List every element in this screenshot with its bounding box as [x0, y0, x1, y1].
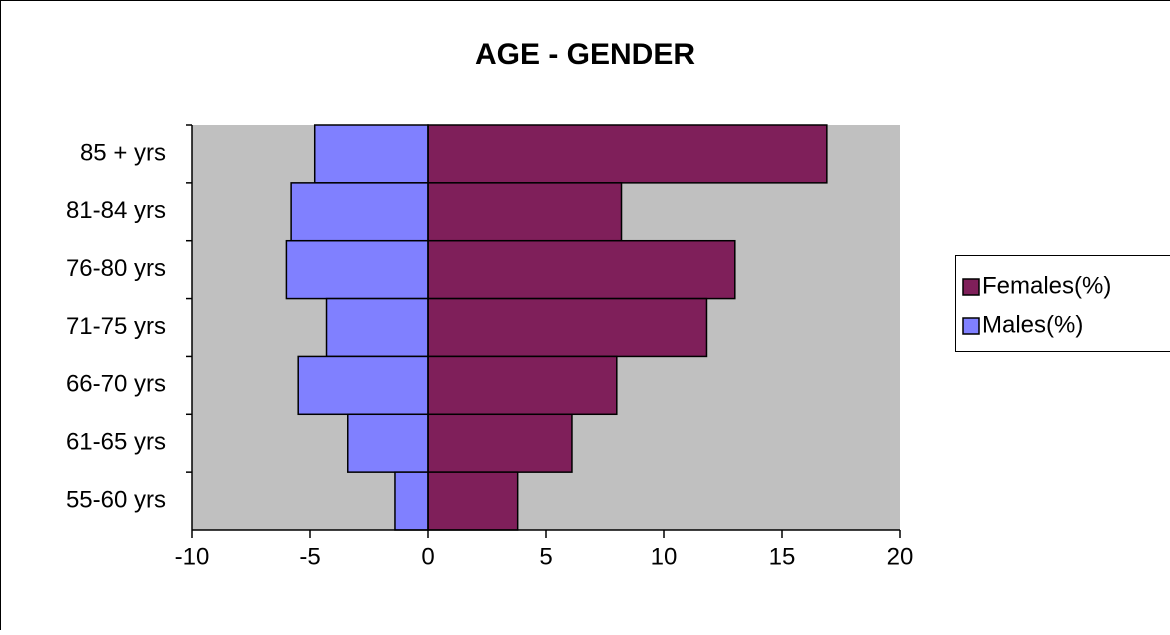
bar: [315, 125, 428, 183]
bar: [428, 472, 518, 530]
y-tick-label: 55-60 yrs: [66, 486, 166, 513]
bar: [395, 472, 428, 530]
bar: [428, 125, 827, 183]
x-tick-label: 5: [539, 543, 552, 570]
bar: [327, 299, 428, 357]
bar: [428, 241, 735, 299]
bar: [428, 183, 622, 241]
bar: [348, 414, 428, 472]
x-tick-label: 15: [769, 543, 796, 570]
x-tick-label: 10: [651, 543, 678, 570]
chart-title: AGE - GENDER: [475, 38, 695, 71]
bar: [286, 241, 428, 299]
legend-label: Males(%): [982, 311, 1083, 338]
y-tick-label: 85 + yrs: [80, 139, 166, 166]
x-tick-label: 20: [887, 543, 914, 570]
y-tick-label: 66-70 yrs: [66, 371, 166, 398]
bar: [428, 356, 617, 414]
x-tick-label: -5: [299, 543, 320, 570]
bar: [428, 299, 706, 357]
y-tick-label: 81-84 yrs: [66, 197, 166, 224]
bar: [428, 414, 572, 472]
x-tick-label: -10: [175, 543, 210, 570]
y-tick-label: 61-65 yrs: [66, 429, 166, 456]
y-tick-label: 71-75 yrs: [66, 313, 166, 340]
legend-swatch: [963, 318, 979, 334]
bar: [298, 356, 428, 414]
legend-swatch: [963, 279, 979, 295]
bar: [291, 183, 428, 241]
x-tick-label: 0: [421, 543, 434, 570]
legend-label: Females(%): [982, 272, 1111, 299]
y-tick-label: 76-80 yrs: [66, 255, 166, 282]
